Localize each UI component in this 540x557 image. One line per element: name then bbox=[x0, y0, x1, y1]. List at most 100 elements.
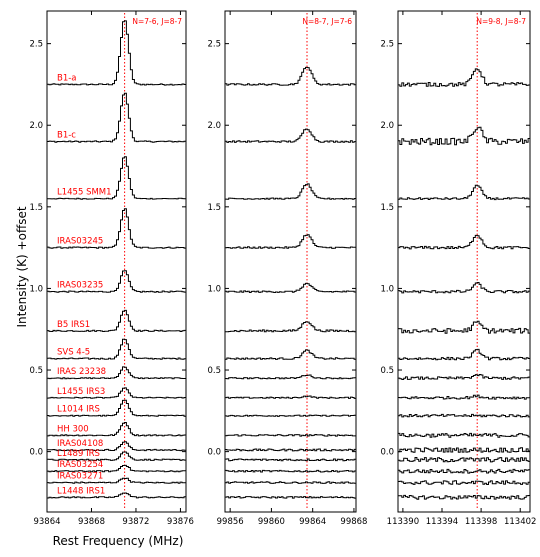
spectrum-iras-23238 bbox=[225, 374, 356, 380]
y-tick-label: 0.5 bbox=[380, 366, 394, 376]
source-label-hh-300: HH 300 bbox=[57, 424, 89, 434]
spectrum-l1014-irs bbox=[398, 413, 530, 418]
spectrum-iras03271 bbox=[225, 481, 356, 484]
source-label-l1489-irs: L1489 IRS bbox=[57, 449, 100, 459]
spectrum-iras03235 bbox=[47, 270, 186, 293]
y-tick-label: 0.0 bbox=[29, 448, 43, 458]
transition-label: N=7-6, J=8-7 bbox=[132, 17, 182, 26]
source-label-b1-c: B1-c bbox=[57, 131, 76, 141]
spectrum-iras03235 bbox=[225, 282, 356, 293]
spectrum-l1455-irs3 bbox=[225, 395, 356, 399]
spectrum-iras03271 bbox=[398, 480, 530, 485]
spectrum-hh-300 bbox=[225, 434, 356, 437]
spectrum-svs-4-5 bbox=[225, 349, 356, 360]
panel-2: 0.0 0.5 1.0 1.5 2.0 2.5 99856 99860 99864 99868 N=… bbox=[207, 10, 367, 527]
spectrum-l1455-irs3 bbox=[47, 387, 186, 399]
transition-label: N=8-7, J=7-6 bbox=[302, 17, 352, 26]
spectrum-b5-irs1 bbox=[47, 309, 186, 332]
spectrum-b1-a bbox=[47, 20, 186, 86]
spectrum-iras04108 bbox=[47, 441, 186, 452]
spectrum-hh-300 bbox=[47, 422, 186, 437]
spectrum-svs-4-5 bbox=[398, 348, 530, 361]
spectrum-l1489-irs bbox=[225, 458, 356, 462]
spectrum-b1-c bbox=[225, 128, 356, 143]
spectrum-iras03245 bbox=[225, 234, 356, 249]
spectrum-l1455-smm1 bbox=[398, 184, 530, 201]
spectrum-l1489-irs bbox=[398, 457, 530, 463]
y-tick-label: 2.0 bbox=[207, 121, 221, 131]
panel-1: 0.0 0.5 1.0 1.5 2.0 2.5 93864 93868 93872 93876 N=… bbox=[29, 10, 194, 527]
y-tick-label: 0.0 bbox=[207, 448, 221, 458]
spectrum-hh-300 bbox=[398, 432, 530, 438]
spectrum-svs-4-5 bbox=[47, 338, 186, 360]
spectra-panels: 0.0 0.5 1.0 1.5 2.0 2.5 93864 93868 93872 93876 N=… bbox=[29, 10, 536, 527]
panel-frame bbox=[397, 10, 531, 513]
spectrum-l1448-irs1 bbox=[398, 494, 530, 500]
y-tick-label: 2.0 bbox=[380, 121, 394, 131]
spectrum-iras04108 bbox=[225, 448, 356, 452]
spectrum-l1489-irs bbox=[47, 451, 186, 461]
source-label-l1448-irs1: L1448 IRS1 bbox=[57, 486, 105, 496]
spectrum-l1455-smm1 bbox=[225, 183, 356, 200]
x-tick-label: 93868 bbox=[78, 517, 105, 527]
source-label-b5-irs1: B5 IRS1 bbox=[57, 320, 90, 330]
spectrum-l1448-irs1 bbox=[225, 496, 356, 499]
y-tick-label: 1.0 bbox=[207, 284, 221, 294]
spectrum-b1-a bbox=[398, 68, 530, 87]
y-tick-label: 2.0 bbox=[29, 121, 43, 131]
y-tick-label: 1.5 bbox=[380, 203, 394, 213]
y-axis-title: Intensity (K) +offset bbox=[15, 206, 29, 327]
spectrum-iras03254 bbox=[225, 469, 356, 473]
y-tick-label: 1.0 bbox=[29, 284, 43, 294]
spectrum-l1014-irs bbox=[47, 399, 186, 417]
spectrum-b1-c bbox=[47, 92, 186, 143]
spectrum-iras03245 bbox=[47, 208, 186, 249]
spectrum-b5-irs1 bbox=[398, 320, 530, 334]
x-tick-label: 99856 bbox=[217, 517, 244, 527]
x-tick-label: 99868 bbox=[340, 517, 367, 527]
source-label-l1455-irs3: L1455 IRS3 bbox=[57, 387, 105, 397]
spectrum-iras03271 bbox=[47, 477, 186, 484]
spectrum-iras03254 bbox=[47, 464, 186, 473]
y-tick-label: 2.5 bbox=[29, 40, 43, 50]
source-label-iras-23238: IRAS 23238 bbox=[57, 367, 106, 377]
x-tick-label: 99864 bbox=[299, 517, 326, 527]
spectrum-b1-c bbox=[398, 126, 530, 146]
y-tick-label: 0.5 bbox=[207, 366, 221, 376]
x-tick-label: 99860 bbox=[258, 517, 285, 527]
panel-frame bbox=[46, 10, 187, 513]
panel-frame bbox=[224, 10, 357, 513]
spectrum-iras-23238 bbox=[398, 374, 530, 380]
x-tick-label: 113402 bbox=[504, 517, 536, 527]
transition-label: N=9-8, J=8-7 bbox=[476, 17, 526, 26]
panel-3: 0.0 0.5 1.0 1.5 2.0 2.5 113390 113394 113398 1134… bbox=[380, 10, 536, 527]
spectrum-iras03235 bbox=[398, 282, 530, 294]
y-tick-label: 1.0 bbox=[380, 284, 394, 294]
source-label-b1-a: B1-a bbox=[57, 73, 77, 83]
y-tick-label: 1.5 bbox=[207, 203, 221, 213]
x-axis-title: Rest Frequency (MHz) bbox=[53, 534, 184, 548]
y-tick-label: 0.0 bbox=[380, 448, 394, 458]
spectrum-iras03245 bbox=[398, 234, 530, 250]
x-tick-label: 93876 bbox=[167, 517, 194, 527]
source-label-iras03235: IRAS03235 bbox=[57, 281, 103, 291]
y-tick-label: 2.5 bbox=[207, 40, 221, 50]
x-tick-label: 93872 bbox=[122, 517, 149, 527]
x-tick-label: 113398 bbox=[465, 517, 497, 527]
spectrum-b5-irs1 bbox=[225, 321, 356, 333]
x-tick-label: 113394 bbox=[426, 517, 458, 527]
source-label-iras04108: IRAS04108 bbox=[57, 439, 103, 449]
source-label-svs-4-5: SVS 4-5 bbox=[57, 348, 90, 358]
spectrum-iras-23238 bbox=[47, 366, 186, 380]
x-tick-label: 93864 bbox=[33, 517, 60, 527]
spectrum-iras03254 bbox=[398, 468, 530, 474]
spectrum-l1455-smm1 bbox=[47, 156, 186, 200]
spectrum-l1014-irs bbox=[225, 414, 356, 417]
spectrum-iras04108 bbox=[398, 447, 530, 453]
source-label-iras03271: IRAS03271 bbox=[57, 472, 103, 482]
source-label-l1014-irs: L1014 IRS bbox=[57, 405, 100, 415]
source-label-iras03254: IRAS03254 bbox=[57, 460, 103, 470]
spectrum-l1455-irs3 bbox=[398, 394, 530, 400]
y-tick-label: 0.5 bbox=[29, 366, 43, 376]
